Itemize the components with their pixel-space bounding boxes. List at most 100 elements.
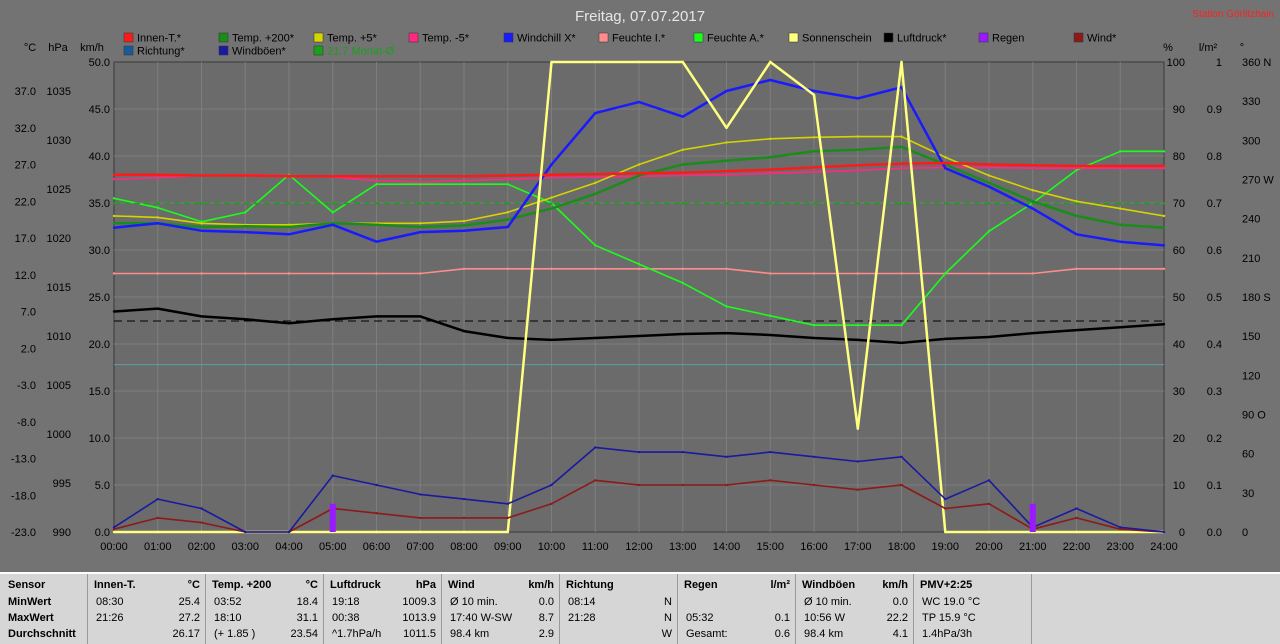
data-point-windchill-x [1119, 240, 1122, 243]
direction-tick-label: 240 [1242, 214, 1260, 226]
data-point-innen-t [900, 162, 903, 165]
data-point-feuchte-a [1075, 168, 1078, 172]
data-point-windb-en [900, 455, 903, 458]
unit-label-temp: °C [24, 42, 36, 54]
legend-swatch [883, 32, 894, 43]
data-point-feuchte-i [331, 272, 334, 275]
rain-tick-label: 0.1 [1207, 480, 1222, 492]
x-tick-label: 15:00 [756, 541, 784, 553]
data-point-temp-5 [550, 196, 553, 199]
rain-bar [329, 503, 336, 532]
data-point-luftdruck [375, 315, 378, 318]
data-point-wind [637, 483, 641, 487]
rain-tick-label: 0.9 [1207, 104, 1222, 116]
data-point-wind [1119, 527, 1122, 531]
pressure-tick-label: 1015 [47, 282, 71, 294]
table-cell-value: 1009.3 [402, 596, 436, 608]
data-point-windchill-x [637, 100, 641, 104]
data-point-windb-en [812, 455, 816, 458]
data-point-feuchte-a [681, 281, 684, 285]
data-point-temp-200 [900, 145, 903, 149]
x-tick-label: 08:00 [450, 541, 478, 553]
data-point-innen-t [550, 173, 553, 176]
data-point-windb-en [856, 460, 859, 463]
data-point-windb-en [681, 450, 684, 454]
data-point-wind [112, 527, 116, 531]
direction-tick-label: 180 S [1242, 292, 1271, 304]
data-point-feuchte-i [200, 272, 203, 275]
data-point-21-7-monat [987, 202, 991, 205]
data-point-temp-5 [506, 178, 509, 181]
data-point-wind [419, 516, 422, 520]
table-label-column [0, 574, 88, 644]
data-point-temp-5 [1119, 166, 1122, 170]
data-point-windchill-x [550, 163, 553, 166]
data-point-feuchte-a [1162, 150, 1166, 153]
direction-tick-label: 150 [1242, 331, 1260, 343]
table-cell-value: 2.9 [538, 628, 554, 640]
data-point-temp-5 [1162, 214, 1166, 218]
data-point-feuchte-a [900, 324, 903, 327]
x-tick-label: 17:00 [844, 541, 872, 553]
data-point-windb-en [637, 450, 641, 454]
data-point-innen-t [637, 172, 641, 175]
table-row-label: Sensor [8, 579, 46, 591]
humidity-tick-label: 70 [1173, 198, 1185, 210]
pressure-tick-label: 1030 [47, 135, 71, 147]
x-tick-label: 11:00 [582, 541, 609, 553]
data-point-windchill-x [856, 97, 859, 100]
table-column [324, 574, 442, 644]
wind-tick-label: 5.0 [95, 480, 110, 492]
data-point-windb-en [987, 479, 991, 482]
data-point-feuchte-i [769, 272, 772, 275]
data-point-sonnenschein [506, 530, 509, 534]
data-point-feuchte-i [1031, 272, 1034, 275]
data-point-windchill-x [244, 230, 247, 234]
data-point-wind [375, 512, 378, 515]
data-point-windb-en [594, 446, 597, 449]
data-point-luftdruck [419, 315, 422, 318]
data-point-innen-t [769, 168, 772, 171]
table-column-head: Windböen [802, 579, 856, 591]
humidity-tick-label: 30 [1173, 386, 1185, 398]
data-point-feuchte-a [856, 324, 859, 327]
data-point-feuchte-a [506, 183, 509, 186]
x-tick-label: 04:00 [275, 541, 303, 553]
rain-tick-label: 1 [1216, 57, 1222, 69]
axis-labels: 00:00 01:00 02:00 03:00 04:00 05:00 06:00 07:00… [11, 57, 1274, 553]
data-point-luftdruck [900, 341, 903, 345]
data-point-windchill-x [812, 89, 816, 93]
data-point-feuchte-a [112, 197, 116, 200]
data-point-temp-5 [506, 211, 509, 214]
data-point-temp-200 [375, 223, 378, 226]
pressure-tick-label: 1005 [47, 380, 71, 392]
data-point-temp-5 [1031, 166, 1034, 170]
data-point-sonnenschein [987, 530, 991, 534]
table-cell-label: 98.4 km [804, 628, 844, 640]
data-point-feuchte-i [375, 272, 378, 275]
legend-swatch [788, 32, 799, 43]
data-point-innen-t [725, 169, 728, 173]
data-point-feuchte-i [1075, 267, 1078, 270]
table-column [796, 574, 914, 644]
data-point-feuchte-a [244, 211, 247, 214]
pressure-tick-label: 1035 [47, 86, 71, 98]
data-point-sonnenschein [900, 60, 903, 64]
data-point-luftdruck [812, 336, 816, 340]
table-column-unit: hPa [415, 579, 436, 591]
table-cell-label: TP 15.9 °C [922, 612, 976, 624]
table-cell-value: 31.1 [296, 612, 318, 624]
data-point-21-7-monat [725, 202, 728, 205]
table-cell-value: 27.2 [178, 612, 200, 624]
data-point-temp-200 [987, 181, 991, 185]
table-cell-label: 18:10 [214, 612, 242, 624]
legend-label: Regen [992, 33, 1024, 45]
humidity-tick-label: 80 [1173, 151, 1185, 163]
data-point-luftdruck [681, 332, 684, 336]
table-column [88, 574, 206, 644]
table-column-head: Temp. +200 [212, 579, 272, 591]
data-point-windb-en [200, 507, 203, 510]
table-cell-label: (+ 1.85 ) [214, 628, 256, 640]
table-column [914, 574, 1032, 644]
x-tick-label: 14:00 [713, 541, 741, 553]
